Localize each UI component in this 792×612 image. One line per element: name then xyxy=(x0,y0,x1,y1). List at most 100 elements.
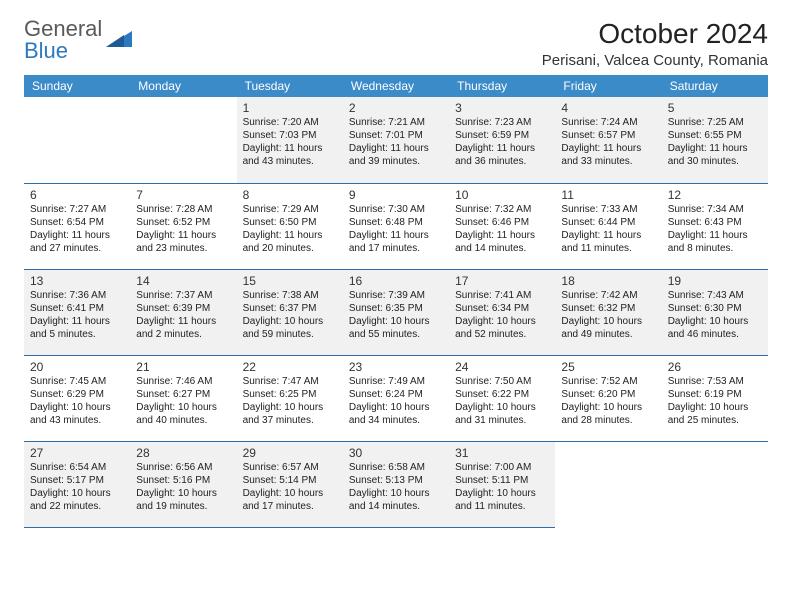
day-number: 13 xyxy=(30,274,124,288)
sunset-text: Sunset: 6:32 PM xyxy=(561,302,655,315)
day-cell: 30Sunrise: 6:58 AMSunset: 5:13 PMDayligh… xyxy=(343,441,449,527)
sunrise-text: Sunrise: 7:36 AM xyxy=(30,289,124,302)
day-cell: 16Sunrise: 7:39 AMSunset: 6:35 PMDayligh… xyxy=(343,269,449,355)
sunrise-text: Sunrise: 7:47 AM xyxy=(243,375,337,388)
day-cell xyxy=(24,97,130,183)
daylight-text: and 14 minutes. xyxy=(349,500,443,513)
day-cell: 14Sunrise: 7:37 AMSunset: 6:39 PMDayligh… xyxy=(130,269,236,355)
day-cell: 9Sunrise: 7:30 AMSunset: 6:48 PMDaylight… xyxy=(343,183,449,269)
day-cell: 11Sunrise: 7:33 AMSunset: 6:44 PMDayligh… xyxy=(555,183,661,269)
daylight-text: and 33 minutes. xyxy=(561,155,655,168)
logo-line2: Blue xyxy=(24,38,68,63)
sunrise-text: Sunrise: 6:58 AM xyxy=(349,461,443,474)
daylight-text: and 36 minutes. xyxy=(455,155,549,168)
daylight-text: Daylight: 10 hours xyxy=(243,315,337,328)
sunrise-text: Sunrise: 7:25 AM xyxy=(668,116,762,129)
sunrise-text: Sunrise: 7:53 AM xyxy=(668,375,762,388)
sunrise-text: Sunrise: 7:34 AM xyxy=(668,203,762,216)
sunset-text: Sunset: 6:22 PM xyxy=(455,388,549,401)
daylight-text: Daylight: 11 hours xyxy=(455,142,549,155)
day-cell: 27Sunrise: 6:54 AMSunset: 5:17 PMDayligh… xyxy=(24,441,130,527)
day-number: 5 xyxy=(668,101,762,115)
logo: General Blue xyxy=(24,18,132,62)
sunrise-text: Sunrise: 7:27 AM xyxy=(30,203,124,216)
week-row: 1Sunrise: 7:20 AMSunset: 7:03 PMDaylight… xyxy=(24,97,768,183)
day-cell: 28Sunrise: 6:56 AMSunset: 5:16 PMDayligh… xyxy=(130,441,236,527)
daylight-text: Daylight: 11 hours xyxy=(455,229,549,242)
logo-triangle-icon xyxy=(106,25,132,47)
sunset-text: Sunset: 7:01 PM xyxy=(349,129,443,142)
day-number: 8 xyxy=(243,188,337,202)
daylight-text: and 25 minutes. xyxy=(668,414,762,427)
sunset-text: Sunset: 6:27 PM xyxy=(136,388,230,401)
daylight-text: and 14 minutes. xyxy=(455,242,549,255)
daylight-text: Daylight: 10 hours xyxy=(30,401,124,414)
sunset-text: Sunset: 6:39 PM xyxy=(136,302,230,315)
day-number: 24 xyxy=(455,360,549,374)
daylight-text: Daylight: 10 hours xyxy=(455,315,549,328)
day-number: 17 xyxy=(455,274,549,288)
sunrise-text: Sunrise: 6:56 AM xyxy=(136,461,230,474)
sunrise-text: Sunrise: 7:30 AM xyxy=(349,203,443,216)
sunset-text: Sunset: 6:57 PM xyxy=(561,129,655,142)
daylight-text: Daylight: 10 hours xyxy=(349,315,443,328)
sunset-text: Sunset: 6:46 PM xyxy=(455,216,549,229)
daylight-text: Daylight: 10 hours xyxy=(136,401,230,414)
day-number: 10 xyxy=(455,188,549,202)
day-cell: 19Sunrise: 7:43 AMSunset: 6:30 PMDayligh… xyxy=(662,269,768,355)
daylight-text: and 52 minutes. xyxy=(455,328,549,341)
day-number: 4 xyxy=(561,101,655,115)
day-number: 27 xyxy=(30,446,124,460)
daylight-text: and 55 minutes. xyxy=(349,328,443,341)
sunrise-text: Sunrise: 6:57 AM xyxy=(243,461,337,474)
day-number: 23 xyxy=(349,360,443,374)
weekday-thursday: Thursday xyxy=(449,75,555,97)
daylight-text: and 34 minutes. xyxy=(349,414,443,427)
daylight-text: Daylight: 11 hours xyxy=(243,229,337,242)
sunrise-text: Sunrise: 7:37 AM xyxy=(136,289,230,302)
day-cell: 2Sunrise: 7:21 AMSunset: 7:01 PMDaylight… xyxy=(343,97,449,183)
week-row: 20Sunrise: 7:45 AMSunset: 6:29 PMDayligh… xyxy=(24,355,768,441)
weekday-friday: Friday xyxy=(555,75,661,97)
daylight-text: Daylight: 10 hours xyxy=(668,315,762,328)
day-cell xyxy=(130,97,236,183)
sunrise-text: Sunrise: 7:23 AM xyxy=(455,116,549,129)
daylight-text: and 40 minutes. xyxy=(136,414,230,427)
sunrise-text: Sunrise: 7:32 AM xyxy=(455,203,549,216)
day-number: 25 xyxy=(561,360,655,374)
weekday-sunday: Sunday xyxy=(24,75,130,97)
location-text: Perisani, Valcea County, Romania xyxy=(542,52,768,69)
sunset-text: Sunset: 6:35 PM xyxy=(349,302,443,315)
sunset-text: Sunset: 6:54 PM xyxy=(30,216,124,229)
sunset-text: Sunset: 7:03 PM xyxy=(243,129,337,142)
day-cell: 4Sunrise: 7:24 AMSunset: 6:57 PMDaylight… xyxy=(555,97,661,183)
day-cell: 17Sunrise: 7:41 AMSunset: 6:34 PMDayligh… xyxy=(449,269,555,355)
day-number: 29 xyxy=(243,446,337,460)
daylight-text: and 27 minutes. xyxy=(30,242,124,255)
day-cell: 3Sunrise: 7:23 AMSunset: 6:59 PMDaylight… xyxy=(449,97,555,183)
daylight-text: and 22 minutes. xyxy=(30,500,124,513)
calendar-table: Sunday Monday Tuesday Wednesday Thursday… xyxy=(24,75,768,528)
sunset-text: Sunset: 6:59 PM xyxy=(455,129,549,142)
day-number: 14 xyxy=(136,274,230,288)
daylight-text: Daylight: 11 hours xyxy=(30,315,124,328)
weekday-saturday: Saturday xyxy=(662,75,768,97)
sunset-text: Sunset: 5:16 PM xyxy=(136,474,230,487)
sunset-text: Sunset: 6:24 PM xyxy=(349,388,443,401)
day-cell: 25Sunrise: 7:52 AMSunset: 6:20 PMDayligh… xyxy=(555,355,661,441)
sunset-text: Sunset: 6:52 PM xyxy=(136,216,230,229)
daylight-text: Daylight: 10 hours xyxy=(668,401,762,414)
day-number: 3 xyxy=(455,101,549,115)
week-row: 13Sunrise: 7:36 AMSunset: 6:41 PMDayligh… xyxy=(24,269,768,355)
day-number: 11 xyxy=(561,188,655,202)
day-cell: 18Sunrise: 7:42 AMSunset: 6:32 PMDayligh… xyxy=(555,269,661,355)
daylight-text: Daylight: 11 hours xyxy=(136,315,230,328)
header: General Blue October 2024 Perisani, Valc… xyxy=(24,18,768,69)
daylight-text: and 37 minutes. xyxy=(243,414,337,427)
sunset-text: Sunset: 5:14 PM xyxy=(243,474,337,487)
sunrise-text: Sunrise: 7:29 AM xyxy=(243,203,337,216)
daylight-text: and 46 minutes. xyxy=(668,328,762,341)
daylight-text: Daylight: 11 hours xyxy=(668,142,762,155)
sunset-text: Sunset: 6:50 PM xyxy=(243,216,337,229)
daylight-text: and 28 minutes. xyxy=(561,414,655,427)
